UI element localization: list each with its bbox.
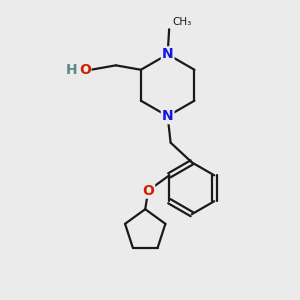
Text: O: O — [142, 184, 154, 198]
Text: O: O — [79, 63, 91, 77]
Text: CH₃: CH₃ — [172, 17, 191, 27]
Text: H: H — [66, 63, 77, 77]
Text: N: N — [162, 109, 173, 123]
Text: N: N — [162, 47, 173, 61]
